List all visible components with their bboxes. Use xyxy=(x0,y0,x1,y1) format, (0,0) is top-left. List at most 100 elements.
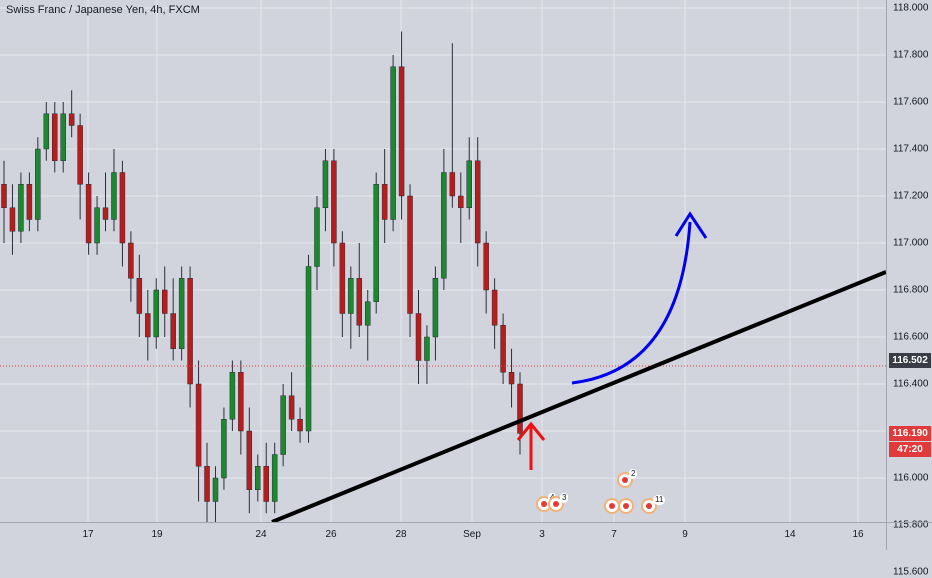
projection-arrow[interactable] xyxy=(571,221,692,385)
time-tick-label: 24 xyxy=(255,529,267,540)
candle-up xyxy=(111,172,117,220)
candle-down xyxy=(204,466,210,502)
price-tick-label: 116.000 xyxy=(893,472,929,484)
candle-up xyxy=(229,372,236,420)
price-tick-label: 117.800 xyxy=(893,49,929,61)
support-trendline[interactable] xyxy=(271,270,887,524)
candle-down xyxy=(449,172,456,197)
candle-down xyxy=(187,278,193,385)
plot-area[interactable]: Swiss Franc / Japanese Yen, 4h, FXCM 4 3… xyxy=(0,0,887,573)
price-tick-label: 116.800 xyxy=(893,284,929,296)
event-dot xyxy=(623,503,629,509)
candle-up xyxy=(305,266,312,432)
candle-down xyxy=(356,278,363,326)
time-tick-label: 9 xyxy=(682,529,688,540)
price-tick-label: 117.600 xyxy=(893,96,929,108)
candle-up xyxy=(441,172,447,279)
bounce-arrow-head xyxy=(516,421,546,441)
candle-up xyxy=(178,278,185,349)
candle-down xyxy=(458,195,464,208)
candle-down xyxy=(238,372,244,432)
candle-down xyxy=(407,195,413,314)
candle-up xyxy=(94,207,100,244)
time-tick-label: Sep xyxy=(463,529,481,540)
candle-down xyxy=(339,242,346,314)
candle-down xyxy=(288,395,295,420)
event-dot xyxy=(553,501,559,507)
candle-down xyxy=(195,383,202,467)
candle-down xyxy=(331,160,337,244)
candle-down xyxy=(483,242,489,291)
candle-down xyxy=(102,207,109,220)
candle-down xyxy=(170,313,176,349)
candle-up xyxy=(390,66,396,220)
candle-down xyxy=(517,383,523,434)
candle-down xyxy=(474,160,481,244)
candle-down xyxy=(85,184,92,244)
candle-down xyxy=(508,372,515,385)
candle-down xyxy=(1,184,7,208)
scale-corner xyxy=(886,522,932,550)
price-tick-label: 115.800 xyxy=(893,519,929,531)
candle-down xyxy=(136,278,143,314)
time-scale[interactable]: 17 19 24 26 28 Sep 3 7 9 14 16 xyxy=(0,522,886,550)
event-count: 11 xyxy=(653,495,666,505)
economic-event-icon[interactable] xyxy=(618,498,634,514)
candle-down xyxy=(9,207,16,232)
candle-up xyxy=(255,466,261,490)
candle-up xyxy=(18,184,24,232)
candle-up xyxy=(153,289,160,338)
candle-down xyxy=(246,430,253,490)
candle-up xyxy=(221,419,227,479)
price-tick-label: 118.000 xyxy=(893,2,929,14)
time-tick-label: 28 xyxy=(395,529,407,540)
event-dot xyxy=(541,501,547,507)
candle-up xyxy=(424,336,430,361)
time-tick-label: 7 xyxy=(611,529,617,540)
projection-arrow-head xyxy=(674,211,708,239)
candle-up xyxy=(60,113,66,161)
candle-down xyxy=(68,113,75,126)
time-tick-label: 17 xyxy=(82,529,94,540)
candle-down xyxy=(415,313,422,361)
candle-up xyxy=(43,113,50,150)
time-tick-label: 19 xyxy=(151,529,163,540)
event-dot xyxy=(622,477,628,483)
economic-event-icon[interactable]: 3 xyxy=(548,493,569,512)
candle-up xyxy=(271,454,278,502)
candle-down xyxy=(52,113,58,161)
last-price-label: 116.190 xyxy=(889,426,931,442)
bar-countdown-label: 47:20 xyxy=(889,442,931,458)
event-count: 3 xyxy=(560,493,569,503)
candle-down xyxy=(128,242,134,279)
candle-down xyxy=(161,289,168,314)
event-count: 2 xyxy=(629,469,638,479)
candle-down xyxy=(491,289,498,326)
candlestick-series xyxy=(1,31,523,537)
economic-event-icon[interactable]: 2 xyxy=(617,469,638,488)
candle-up xyxy=(280,395,286,455)
price-tick-label: 117.000 xyxy=(893,237,929,249)
chart-canvas[interactable] xyxy=(0,0,887,573)
event-dot xyxy=(646,503,652,509)
support-level-label: 116.502 xyxy=(889,353,931,369)
price-tick-label: 115.600 xyxy=(893,566,929,578)
price-tick-label: 117.200 xyxy=(893,190,929,202)
candle-up xyxy=(322,160,329,208)
price-tick-label: 116.400 xyxy=(893,378,929,390)
candle-up xyxy=(373,184,379,302)
candle-down xyxy=(145,313,151,338)
event-dot xyxy=(609,503,615,509)
economic-event-icon[interactable]: 11 xyxy=(641,495,666,514)
time-tick-label: 3 xyxy=(539,529,545,540)
candle-down xyxy=(77,125,83,185)
price-scale[interactable]: 118.000 117.800 117.600 117.400 117.200 117.0… xyxy=(886,0,932,578)
time-tick-label: 16 xyxy=(852,529,864,540)
candle-up xyxy=(212,477,219,502)
price-tick-label: 116.600 xyxy=(893,331,929,343)
candle-down xyxy=(297,419,303,432)
time-tick-label: 14 xyxy=(784,529,796,540)
candle-down xyxy=(500,325,506,373)
time-tick-label: 26 xyxy=(325,529,337,540)
